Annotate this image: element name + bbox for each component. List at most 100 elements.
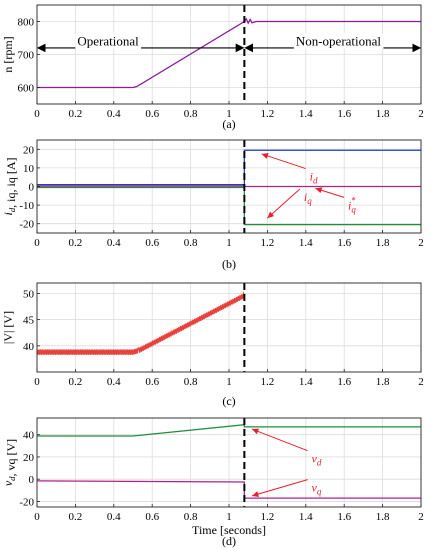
annotation-arrow-line [251, 479, 308, 497]
region-label-bg [293, 33, 384, 49]
x-tick-label: 0.8 [184, 108, 198, 120]
label-part: , i [4, 198, 18, 208]
x-tick-label: 0 [34, 511, 40, 523]
x-tick-label: 0.6 [145, 511, 159, 523]
x-tick-label: 0.2 [69, 376, 83, 388]
x-tick-label: 0.8 [184, 511, 198, 523]
series-line-i*_q [37, 185, 421, 188]
x-tick-label: 0 [34, 237, 40, 249]
annotation-main: v [312, 481, 318, 495]
x-tick-label: 0.8 [184, 237, 198, 249]
label-part: q [V] [4, 439, 18, 465]
x-tick-label: 1.8 [376, 237, 390, 249]
region-label: Non-operational [296, 34, 382, 49]
x-tick-label: 1.8 [376, 376, 390, 388]
y-tick-label: -20 [19, 219, 34, 231]
plot-series-group [37, 290, 245, 355]
label-subscript: d [7, 207, 17, 212]
annotation-arrow-head [261, 153, 269, 159]
x-tick-label: 2 [418, 237, 424, 249]
annotation-label-i*_q: iq* [348, 195, 356, 214]
annotation-arrow-head [315, 187, 323, 194]
y-axis-label: id, iq, iq [A] [1, 157, 18, 215]
x-tick-label: 2 [418, 376, 424, 388]
x-tick-label: 2 [418, 108, 424, 120]
panel-caption: (d) [222, 534, 236, 548]
annotation-arrow-line [267, 188, 301, 219]
x-tick-label: 1 [226, 376, 232, 388]
annotation-label-i_d: id [310, 170, 318, 186]
region-label: Operational [77, 34, 139, 49]
x-tick-label: 0.6 [145, 108, 159, 120]
label-part: q, i [4, 183, 18, 199]
annotation-label-v_d: vd [312, 452, 322, 468]
panel-caption: (c) [222, 394, 235, 408]
annotation-main: i [310, 170, 313, 184]
label-part: , v [4, 465, 18, 477]
y-tick-label: -10 [19, 200, 34, 212]
label-subscript: d [7, 476, 17, 481]
x-tick-label: 1.2 [261, 511, 275, 523]
y-tick-label: 0 [29, 474, 35, 486]
x-tick-label: 1.4 [299, 376, 313, 388]
x-tick-label: 1 [226, 108, 232, 120]
label-part: q [A] [4, 157, 18, 183]
x-tick-label: 0.6 [145, 376, 159, 388]
y-tick-label: -20 [19, 496, 34, 508]
y-tick-label: 600 [18, 83, 35, 95]
annotation-sub: d [313, 176, 318, 186]
series-line-main [37, 17, 421, 89]
y-tick-label: 20 [23, 144, 35, 156]
annotation-sub: d [317, 458, 322, 468]
panel-caption: (a) [222, 117, 235, 131]
plot-series-group [37, 17, 421, 89]
y-tick-label: 40 [23, 341, 35, 353]
annotation-sub: q [351, 204, 356, 214]
y-tick-label: 0 [29, 182, 35, 194]
x-tick-label: 1.4 [299, 108, 313, 120]
x-tick-label: 2 [418, 511, 424, 523]
y-tick-label: 20 [23, 452, 35, 464]
x-tick-label: 1.4 [299, 511, 313, 523]
label-part: v [1, 480, 15, 486]
annotation-main: v [312, 452, 318, 466]
x-tick-label: 1.6 [337, 511, 351, 523]
x-axis-label: Time [seconds] [192, 523, 266, 537]
x-tick-label: 0.4 [107, 376, 121, 388]
y-tick-label: 700 [18, 50, 35, 62]
x-tick-label: 0 [34, 376, 40, 388]
x-tick-label: 0.2 [69, 237, 83, 249]
y-tick-label: 10 [23, 163, 35, 175]
x-tick-label: 0.2 [69, 108, 83, 120]
x-tick-label: 1.2 [261, 108, 275, 120]
x-tick-label: 1 [226, 511, 232, 523]
x-tick-label: 0.4 [107, 237, 121, 249]
x-tick-label: 1.2 [261, 376, 275, 388]
annotation-arrow-head [252, 491, 259, 498]
y-axis-label: n [rpm] [1, 36, 15, 72]
x-tick-label: 0.8 [184, 376, 198, 388]
panel-caption: (b) [222, 257, 236, 271]
annotation-label-v_q: vq [312, 481, 322, 497]
x-tick-label: 1.8 [376, 511, 390, 523]
chart-panel-2: 0 0.2 0.4 0.6 0.8 1 1.2 1.4 1.6 1.8 2-20-1001020id… [1, 139, 424, 271]
annotation-arrow-head [252, 428, 260, 435]
y-axis-label: vd, vq [V] [1, 439, 18, 486]
annotation-label-i_q: iq [304, 190, 312, 206]
x-tick-label: 1.8 [376, 108, 390, 120]
y-tick-label: 50 [23, 288, 35, 300]
x-tick-label: 0.6 [145, 237, 159, 249]
series-line-main [37, 290, 245, 355]
y-tick-label: 40 [23, 430, 35, 442]
x-tick-label: 1.2 [261, 237, 275, 249]
y-tick-label: 800 [18, 17, 35, 29]
annotation-sub: q [307, 196, 312, 206]
x-tick-label: 1.6 [337, 376, 351, 388]
annotation-arrow-line [251, 428, 308, 452]
x-tick-label: 1.6 [337, 108, 351, 120]
x-tick-label: 1.6 [337, 237, 351, 249]
y-axis-label: |V| [V] [1, 311, 15, 344]
